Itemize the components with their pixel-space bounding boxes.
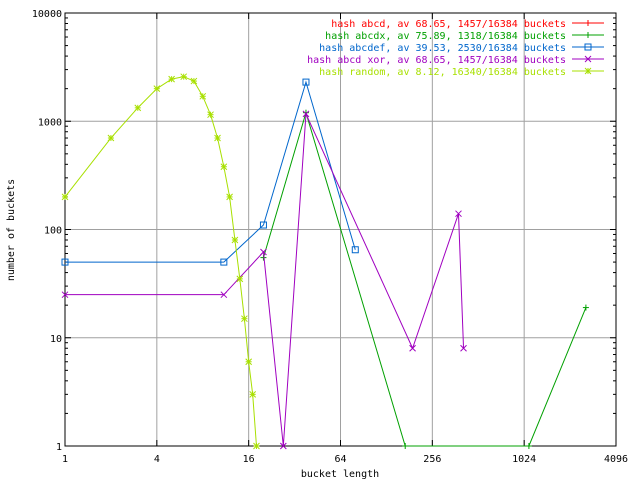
data-point: [107, 134, 115, 142]
x-tick-label: 1024: [512, 454, 536, 465]
data-point: [236, 275, 244, 283]
y-tick-label: 1000: [38, 117, 62, 128]
data-point: [584, 43, 592, 51]
x-tick-label: 1: [62, 454, 68, 465]
series-2: [260, 109, 589, 449]
data-point: [180, 73, 188, 81]
data-point: [585, 32, 591, 38]
data-point: [260, 248, 267, 256]
axis-ticks: 1 4 16 64 256 1024 4096 1 10 100 1000 10000: [32, 9, 628, 465]
data-point: [279, 442, 287, 450]
data-point: [253, 442, 260, 450]
series-line: [65, 80, 356, 263]
series-line: [65, 113, 465, 447]
x-tick-label: 4: [154, 454, 160, 465]
y-tick-label: 100: [44, 226, 62, 237]
data-point: [226, 193, 233, 201]
data-point: [220, 258, 228, 266]
x-tick-label: 256: [423, 454, 441, 465]
legend-label: hash random, av 8.12, 16340/16384 bucket…: [319, 67, 566, 78]
data-point: [199, 92, 207, 100]
legend-label: hash abcd, av 68.65, 1457/16384 buckets: [331, 19, 566, 30]
x-axis-title: bucket length: [301, 469, 379, 480]
data-point: [455, 210, 462, 218]
legend-entry: hash abcdx, av 75.89, 1318/16384 buckets: [325, 31, 604, 42]
legend-entry: hash random, av 8.12, 16340/16384 bucket…: [319, 67, 604, 78]
data-point: [231, 236, 239, 244]
legend-label: hash abcdef, av 39.53, 2530/16384 bucket…: [319, 43, 566, 54]
data-point: [207, 111, 214, 119]
data-point: [214, 134, 221, 142]
data-point: [302, 78, 310, 86]
data-point: [220, 291, 228, 299]
legend-entry: hash abcdef, av 39.53, 2530/16384 bucket…: [319, 43, 604, 54]
data-point: [241, 315, 248, 323]
data-point: [134, 104, 142, 112]
series-4: [61, 110, 467, 450]
data-point: [259, 221, 267, 229]
data-point: [582, 304, 589, 311]
series-line: [262, 110, 587, 447]
legend-label: hash abcd xor, av 68.65, 1457/16384 buck…: [307, 55, 566, 66]
data-point: [584, 55, 592, 63]
y-tick-label: 10000: [32, 9, 62, 20]
x-tick-label: 16: [243, 454, 255, 465]
data-point: [245, 358, 253, 366]
data-point: [61, 193, 69, 201]
legend: hash abcd, av 68.65, 1457/16384 bucketsh…: [307, 19, 604, 78]
series-lines: [61, 73, 589, 450]
series-3: [61, 78, 359, 266]
data-point: [249, 390, 257, 398]
x-tick-label: 4096: [604, 454, 628, 465]
data-point: [585, 20, 591, 26]
data-point: [409, 344, 416, 352]
data-point: [402, 443, 409, 449]
y-tick-label: 1: [56, 442, 62, 453]
y-tick-label: 10: [50, 334, 62, 345]
legend-label: hash abcdx, av 75.89, 1318/16384 buckets: [325, 31, 566, 42]
data-point: [168, 75, 175, 83]
data-point: [61, 291, 69, 299]
data-point: [302, 110, 310, 118]
data-point: [153, 85, 161, 93]
series-5: [61, 73, 260, 450]
y-axis-title: number of buckets: [6, 179, 17, 281]
data-point: [61, 258, 69, 266]
data-point: [584, 67, 592, 75]
data-point: [525, 443, 532, 449]
data-point: [460, 344, 467, 352]
data-point: [190, 77, 198, 85]
data-point: [351, 246, 359, 254]
data-point: [220, 163, 228, 171]
legend-entry: hash abcd, av 68.65, 1457/16384 buckets: [331, 19, 604, 30]
series-line: [64, 76, 257, 447]
legend-entry: hash abcd xor, av 68.65, 1457/16384 buck…: [307, 55, 604, 66]
x-tick-label: 64: [334, 454, 346, 465]
